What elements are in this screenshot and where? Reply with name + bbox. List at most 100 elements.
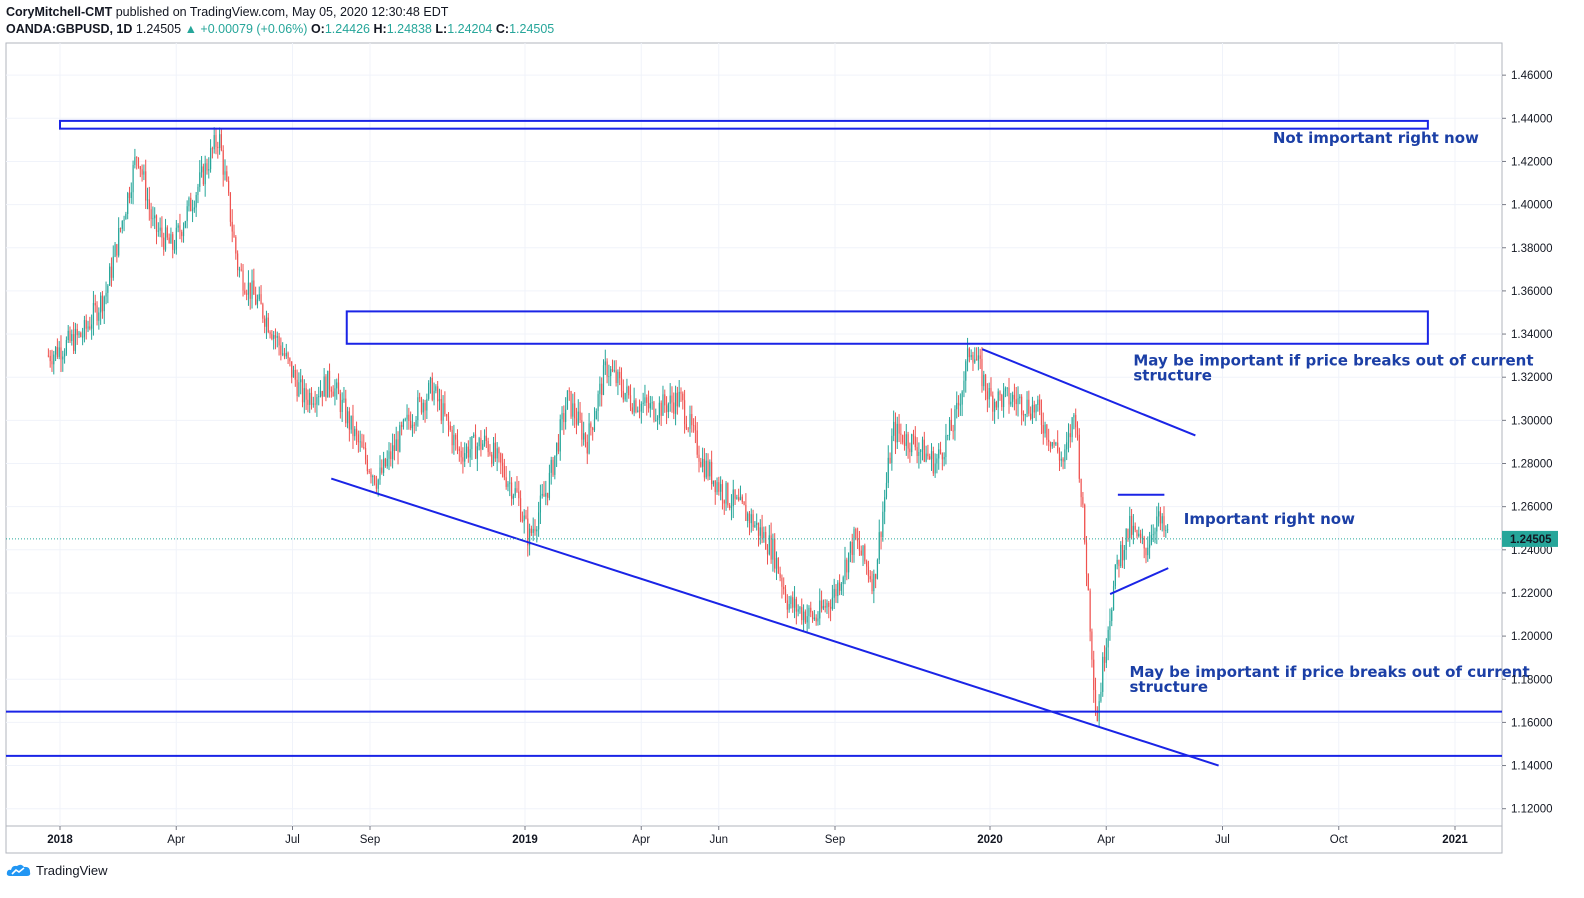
- y-tick-label: 1.40000: [1511, 200, 1553, 212]
- candle-body: [337, 382, 340, 394]
- candle-body: [902, 434, 904, 443]
- candle-body: [702, 458, 704, 467]
- change-up-icon: ▲: [184, 22, 197, 36]
- candle-body: [233, 231, 235, 238]
- tradingview-logo[interactable]: TradingView: [6, 862, 108, 878]
- candle-body: [264, 318, 266, 327]
- candle-body: [402, 419, 405, 427]
- zone-rectangle: [59, 119, 1429, 130]
- zone-rectangle: [345, 310, 1429, 345]
- candle-body: [974, 359, 976, 363]
- candle-body: [898, 423, 900, 434]
- candle-body: [186, 206, 188, 222]
- candle-body: [626, 386, 628, 393]
- candle-body: [1109, 620, 1111, 630]
- candle-body: [1121, 544, 1124, 561]
- price-axis[interactable]: 1.46000 1.44000 1.42000 1.40000 1.38000 1.360…: [1502, 70, 1553, 816]
- candle-body: [775, 557, 778, 569]
- candle-body: [498, 448, 500, 454]
- candle-body: [456, 439, 459, 449]
- candle-body: [170, 234, 172, 244]
- candle-body: [1066, 442, 1068, 450]
- author-name[interactable]: CoryMitchell-CMT: [6, 5, 113, 19]
- candle-body: [873, 574, 875, 592]
- candle-body: [71, 334, 73, 342]
- candle-body: [815, 617, 817, 622]
- candle-body: [970, 354, 972, 358]
- y-tick-label: 1.28000: [1511, 459, 1553, 471]
- candle-body: [835, 588, 837, 597]
- candle-body: [253, 280, 255, 295]
- candle-body: [63, 353, 66, 357]
- candle-body: [83, 320, 86, 337]
- candle-body: [173, 249, 176, 251]
- candle-body: [1031, 404, 1034, 419]
- candle-body: [788, 604, 790, 610]
- candle-body: [620, 378, 623, 391]
- candle-body: [653, 402, 655, 421]
- candle-body: [1073, 414, 1075, 418]
- candle-body: [1120, 544, 1122, 567]
- candle-body: [109, 266, 111, 286]
- candle-body: [986, 391, 988, 400]
- candle-body: [195, 194, 197, 208]
- candle-body: [444, 403, 446, 415]
- candle-body: [846, 559, 848, 573]
- candle-body: [925, 453, 927, 462]
- candle-body: [1161, 516, 1163, 524]
- candle-body: [372, 475, 374, 478]
- candle-body: [462, 457, 464, 462]
- candle-body: [449, 425, 451, 430]
- candle-body: [1159, 511, 1162, 524]
- candle-body: [676, 392, 678, 407]
- candle-body: [884, 497, 886, 512]
- candle-body: [154, 215, 156, 219]
- candle-body: [222, 150, 224, 175]
- candle-body: [231, 221, 233, 232]
- x-tick-label: Apr: [1097, 834, 1115, 846]
- candle-body: [723, 500, 725, 504]
- candle-body: [698, 454, 700, 462]
- drawing-layer[interactable]: [6, 119, 1502, 767]
- candle-body: [215, 135, 217, 147]
- candle-body: [355, 428, 358, 435]
- candle-body: [458, 448, 460, 451]
- candle-body: [191, 209, 194, 212]
- candle-body: [276, 336, 278, 338]
- candle-body: [1076, 427, 1079, 435]
- candle-body: [485, 435, 487, 441]
- candle-body: [94, 303, 96, 306]
- candle-body: [1015, 399, 1017, 405]
- candle-body: [574, 403, 576, 419]
- candle-body: [768, 535, 770, 555]
- y-tick-label: 1.42000: [1511, 156, 1553, 168]
- candle-body: [756, 522, 758, 525]
- candle-body: [947, 435, 949, 436]
- candle-body: [146, 199, 149, 201]
- candle-body: [595, 411, 597, 420]
- annotation-layer[interactable]: Not important right now May be important …: [1130, 129, 1534, 696]
- candle-body: [1019, 396, 1021, 399]
- candle-body: [56, 347, 58, 357]
- candle-body: [1084, 504, 1086, 543]
- candle-body: [566, 390, 569, 410]
- candle-body: [489, 452, 491, 455]
- time-axis[interactable]: 2018 Apr Jul Sep 2019 Apr Jun Sep 2020 Apr Jul Oct 2…: [47, 826, 1468, 846]
- candle-body: [1035, 404, 1037, 413]
- candle-body: [294, 369, 296, 380]
- candle-body: [824, 605, 826, 608]
- candle-body: [586, 442, 588, 454]
- candle-body: [399, 425, 401, 452]
- candle-body: [617, 371, 619, 383]
- candle-body: [366, 459, 368, 472]
- candle-body: [274, 335, 277, 338]
- candle-body: [188, 197, 190, 207]
- candle-body: [265, 317, 268, 327]
- candle-body: [1001, 394, 1003, 408]
- candle-body: [1049, 441, 1052, 447]
- candle-body: [325, 376, 327, 398]
- candle-body: [480, 438, 482, 450]
- candle-body: [184, 221, 186, 228]
- candle-body: [693, 425, 695, 427]
